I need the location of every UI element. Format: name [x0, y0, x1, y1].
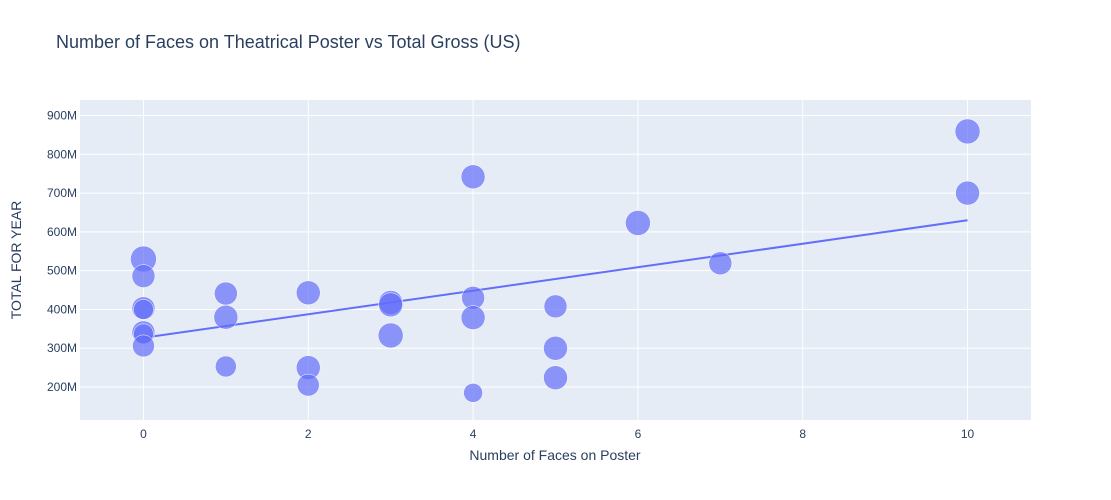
data-point	[132, 334, 155, 358]
x-tick-label: 4	[470, 427, 477, 441]
chart-title: Number of Faces on Theatrical Poster vs …	[56, 32, 521, 52]
data-point	[133, 299, 154, 320]
data-point	[625, 210, 651, 236]
y-tick-label: 200M	[47, 380, 77, 394]
data-point	[297, 373, 320, 397]
x-axis-title: Number of Faces on Poster	[469, 447, 641, 463]
y-tick-label: 900M	[47, 109, 77, 123]
data-point	[463, 383, 483, 403]
data-point	[213, 304, 239, 330]
y-axis-title: TOTAL FOR YEAR	[8, 201, 24, 320]
y-tick-label: 500M	[47, 264, 77, 278]
trendline-layer	[143, 219, 968, 339]
data-point	[708, 251, 733, 276]
y-tick-label: 400M	[47, 302, 77, 316]
y-tick-label: 700M	[47, 186, 77, 200]
data-point	[543, 294, 568, 319]
axis-labels-layer: 0 2 4 6 8 10 200M 300M 400M 500M 600M 700M 800M 900M	[47, 109, 975, 441]
data-point	[296, 280, 321, 306]
y-tick-label: 300M	[47, 341, 77, 355]
x-tick-label: 10	[961, 427, 975, 441]
x-tick-label: 6	[635, 427, 642, 441]
data-point	[955, 180, 980, 206]
trendline	[143, 219, 968, 339]
data-point	[460, 305, 486, 330]
points-layer	[130, 118, 981, 403]
x-tick-label: 0	[140, 427, 147, 441]
data-point	[131, 264, 156, 288]
y-tick-label: 600M	[47, 225, 77, 239]
x-tick-label: 8	[799, 427, 806, 441]
data-point	[214, 281, 238, 306]
data-point	[377, 322, 404, 349]
data-point	[543, 335, 568, 361]
data-point	[378, 292, 403, 318]
data-point	[215, 355, 237, 378]
x-tick-label: 2	[305, 427, 312, 441]
data-point	[543, 365, 568, 390]
y-tick-label: 800M	[47, 147, 77, 161]
data-point	[954, 118, 981, 145]
data-point	[460, 164, 486, 190]
